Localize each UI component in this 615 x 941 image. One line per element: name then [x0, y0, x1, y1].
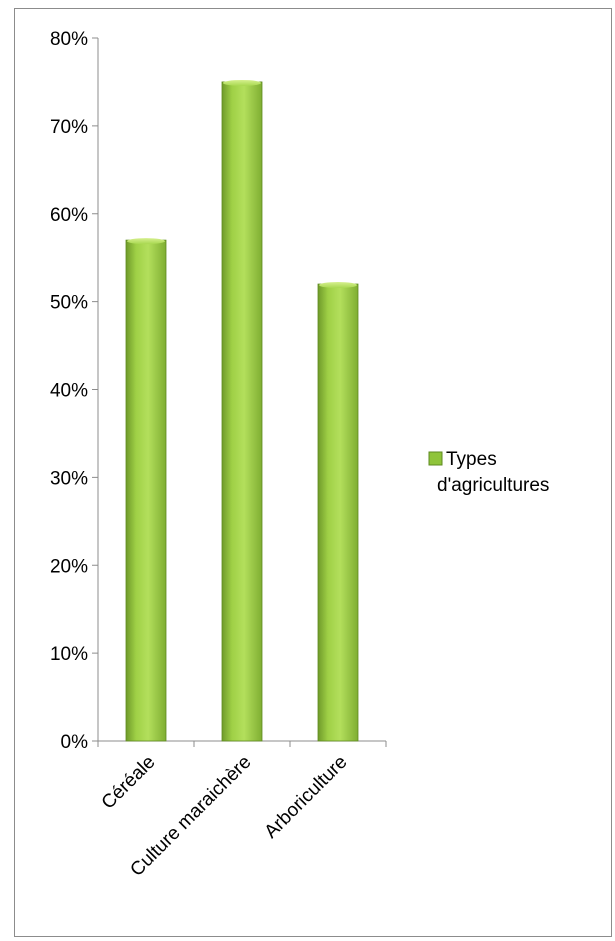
- bar-top-highlight: [319, 282, 357, 289]
- y-tick-label: 20%: [50, 556, 88, 577]
- bar: [317, 283, 359, 742]
- chart-area: [14, 8, 612, 937]
- y-tick-label: 10%: [50, 644, 88, 665]
- bar: [221, 81, 263, 742]
- x-tick-label: Arboriculture: [261, 752, 352, 843]
- legend-label: Types d'agricultures: [437, 449, 549, 496]
- bar-top-highlight: [127, 238, 165, 245]
- legend-swatch: [428, 451, 443, 466]
- y-tick-label: 80%: [50, 29, 88, 50]
- y-tick-label: 30%: [50, 468, 88, 489]
- bar-top-highlight: [223, 79, 261, 86]
- y-tick-label: 40%: [50, 381, 88, 402]
- y-tick-label: 0%: [61, 732, 89, 753]
- y-tick-label: 50%: [50, 293, 88, 314]
- legend: Types d'agricultures: [428, 449, 549, 496]
- y-tick-label: 70%: [50, 117, 88, 138]
- y-tick-label: 60%: [50, 205, 88, 226]
- y-axis: 0% 10% 20% 30% 40% 50% 60% 70% 80%: [50, 29, 99, 753]
- bar: [125, 239, 167, 742]
- bars: [125, 79, 359, 742]
- x-tick-label: Céréale: [98, 752, 160, 814]
